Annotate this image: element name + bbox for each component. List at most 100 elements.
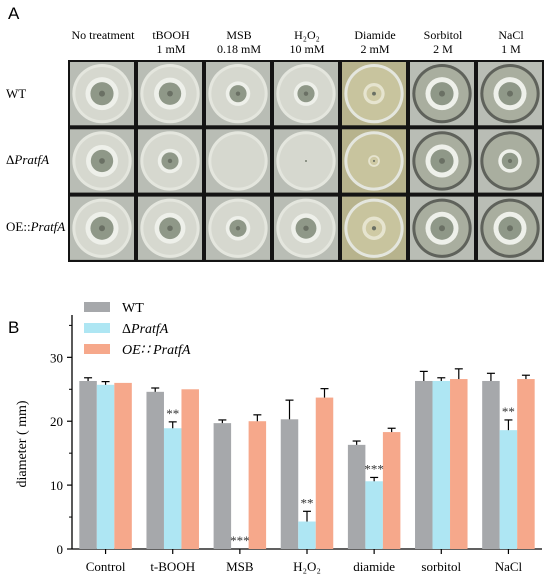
plates-image [70, 62, 542, 260]
colony-center [507, 90, 513, 97]
bar [382, 432, 401, 549]
x-tick-label: sorbitol [421, 559, 461, 574]
bar [432, 380, 451, 549]
bar [517, 379, 535, 549]
plate-cell [342, 62, 406, 126]
plate-agar [211, 134, 265, 188]
colony-center [99, 90, 105, 97]
x-tick-label: t-BOOH [150, 559, 195, 574]
bar [280, 419, 299, 549]
plate-cell [478, 129, 542, 193]
plate-cell [410, 196, 474, 260]
colony-center [439, 225, 445, 232]
significance-label: ** [502, 404, 515, 419]
panel-a-letter: A [8, 4, 20, 23]
plate-cell [138, 196, 202, 260]
bar [415, 380, 433, 549]
bar [146, 391, 164, 549]
bar [482, 380, 500, 549]
colony-center [167, 225, 173, 232]
col-header-line1: NaCl [498, 28, 524, 42]
bar [181, 389, 199, 549]
y-tick-label: 0 [57, 542, 64, 557]
row-label-text: WT [6, 86, 27, 101]
col-header-line2: 1 mM [156, 42, 186, 56]
plate-cell [70, 129, 134, 193]
col-header-line2: 2 M [433, 42, 453, 56]
legend-swatch [84, 323, 110, 333]
bar [114, 382, 132, 549]
bar [248, 421, 267, 549]
col-header-line1: MSB [226, 28, 252, 42]
significance-label: ** [166, 406, 179, 421]
col-header-nacl: NaCl 1 M [476, 28, 546, 56]
y-axis-label: diameter ( mm) [15, 400, 30, 487]
bar [79, 380, 97, 549]
plate-cell [206, 196, 270, 260]
col-header-line1: Sorbitol [423, 28, 463, 42]
col-header-h2o2: H₂O₂ 10 mM [272, 28, 342, 56]
bar [365, 481, 383, 549]
colony-center [235, 91, 241, 96]
row-label-italic: PratfA [30, 219, 66, 234]
plate-cell [342, 196, 406, 260]
bar [499, 430, 518, 549]
panel-b-letter: B [8, 318, 20, 337]
colony-center [439, 157, 445, 164]
significance-label: *** [230, 533, 250, 548]
legend-swatch [84, 344, 110, 354]
colony-center [99, 225, 105, 232]
colony-center [167, 158, 173, 164]
plate-cell [478, 196, 542, 260]
col-header-line2: 2 mM [360, 42, 390, 56]
col-header-msb: MSB 0.18 mM [204, 28, 274, 56]
plate-cell [138, 62, 202, 126]
col-header-line1: No treatment [71, 28, 135, 42]
y-tick-label: 10 [50, 478, 63, 493]
plate-cell [206, 62, 270, 126]
plate-cell [70, 196, 134, 260]
plate-cell [70, 62, 134, 126]
legend-label: OE∷ PratfA [122, 343, 191, 358]
colony-center [303, 225, 309, 231]
row-label-pratfa: ΔPratfA [6, 152, 49, 168]
colony-center [371, 226, 377, 231]
colony-center [439, 90, 445, 97]
row-label-italic: PratfA [14, 152, 50, 167]
significance-label: ** [301, 495, 314, 510]
x-tick-label: H₂O₂ [293, 559, 321, 574]
col-header-line1: tBOOH [152, 28, 190, 42]
plate-cell [410, 129, 474, 193]
colony-center [99, 158, 105, 164]
plate-photo-grid [68, 60, 544, 262]
col-header-line1: H₂O₂ [294, 28, 320, 42]
colony-center [235, 226, 241, 231]
plate-cell [138, 129, 202, 193]
bar [347, 444, 366, 549]
row-label-wt: WT [6, 86, 26, 102]
row-label-oe-pratfa: OE::PratfA [6, 219, 65, 235]
bar [96, 384, 115, 549]
col-header-sorbitol: Sorbitol 2 M [408, 28, 478, 56]
x-tick-label: NaCl [495, 559, 523, 574]
colony-center [507, 158, 513, 164]
x-tick-label: MSB [226, 559, 254, 574]
col-header-tbooh: tBOOH 1 mM [136, 28, 206, 56]
colony-center [305, 160, 307, 162]
col-header-line2: 10 mM [289, 42, 325, 56]
colony-center [372, 91, 376, 96]
bar [163, 428, 182, 549]
plate-cell [478, 62, 542, 126]
col-header-line2: 1 M [501, 42, 521, 56]
bar [450, 379, 468, 549]
plate-cell [206, 129, 270, 193]
row-label-prefix: Δ [6, 152, 15, 167]
legend-label: ΔPratfA [122, 322, 169, 337]
x-tick-label: Control [86, 559, 126, 574]
plate-cell [274, 129, 338, 193]
bar [213, 423, 232, 549]
colony-center [372, 159, 376, 163]
y-tick-label: 30 [50, 350, 63, 365]
colony-center [167, 90, 173, 97]
plate-cell [410, 62, 474, 126]
